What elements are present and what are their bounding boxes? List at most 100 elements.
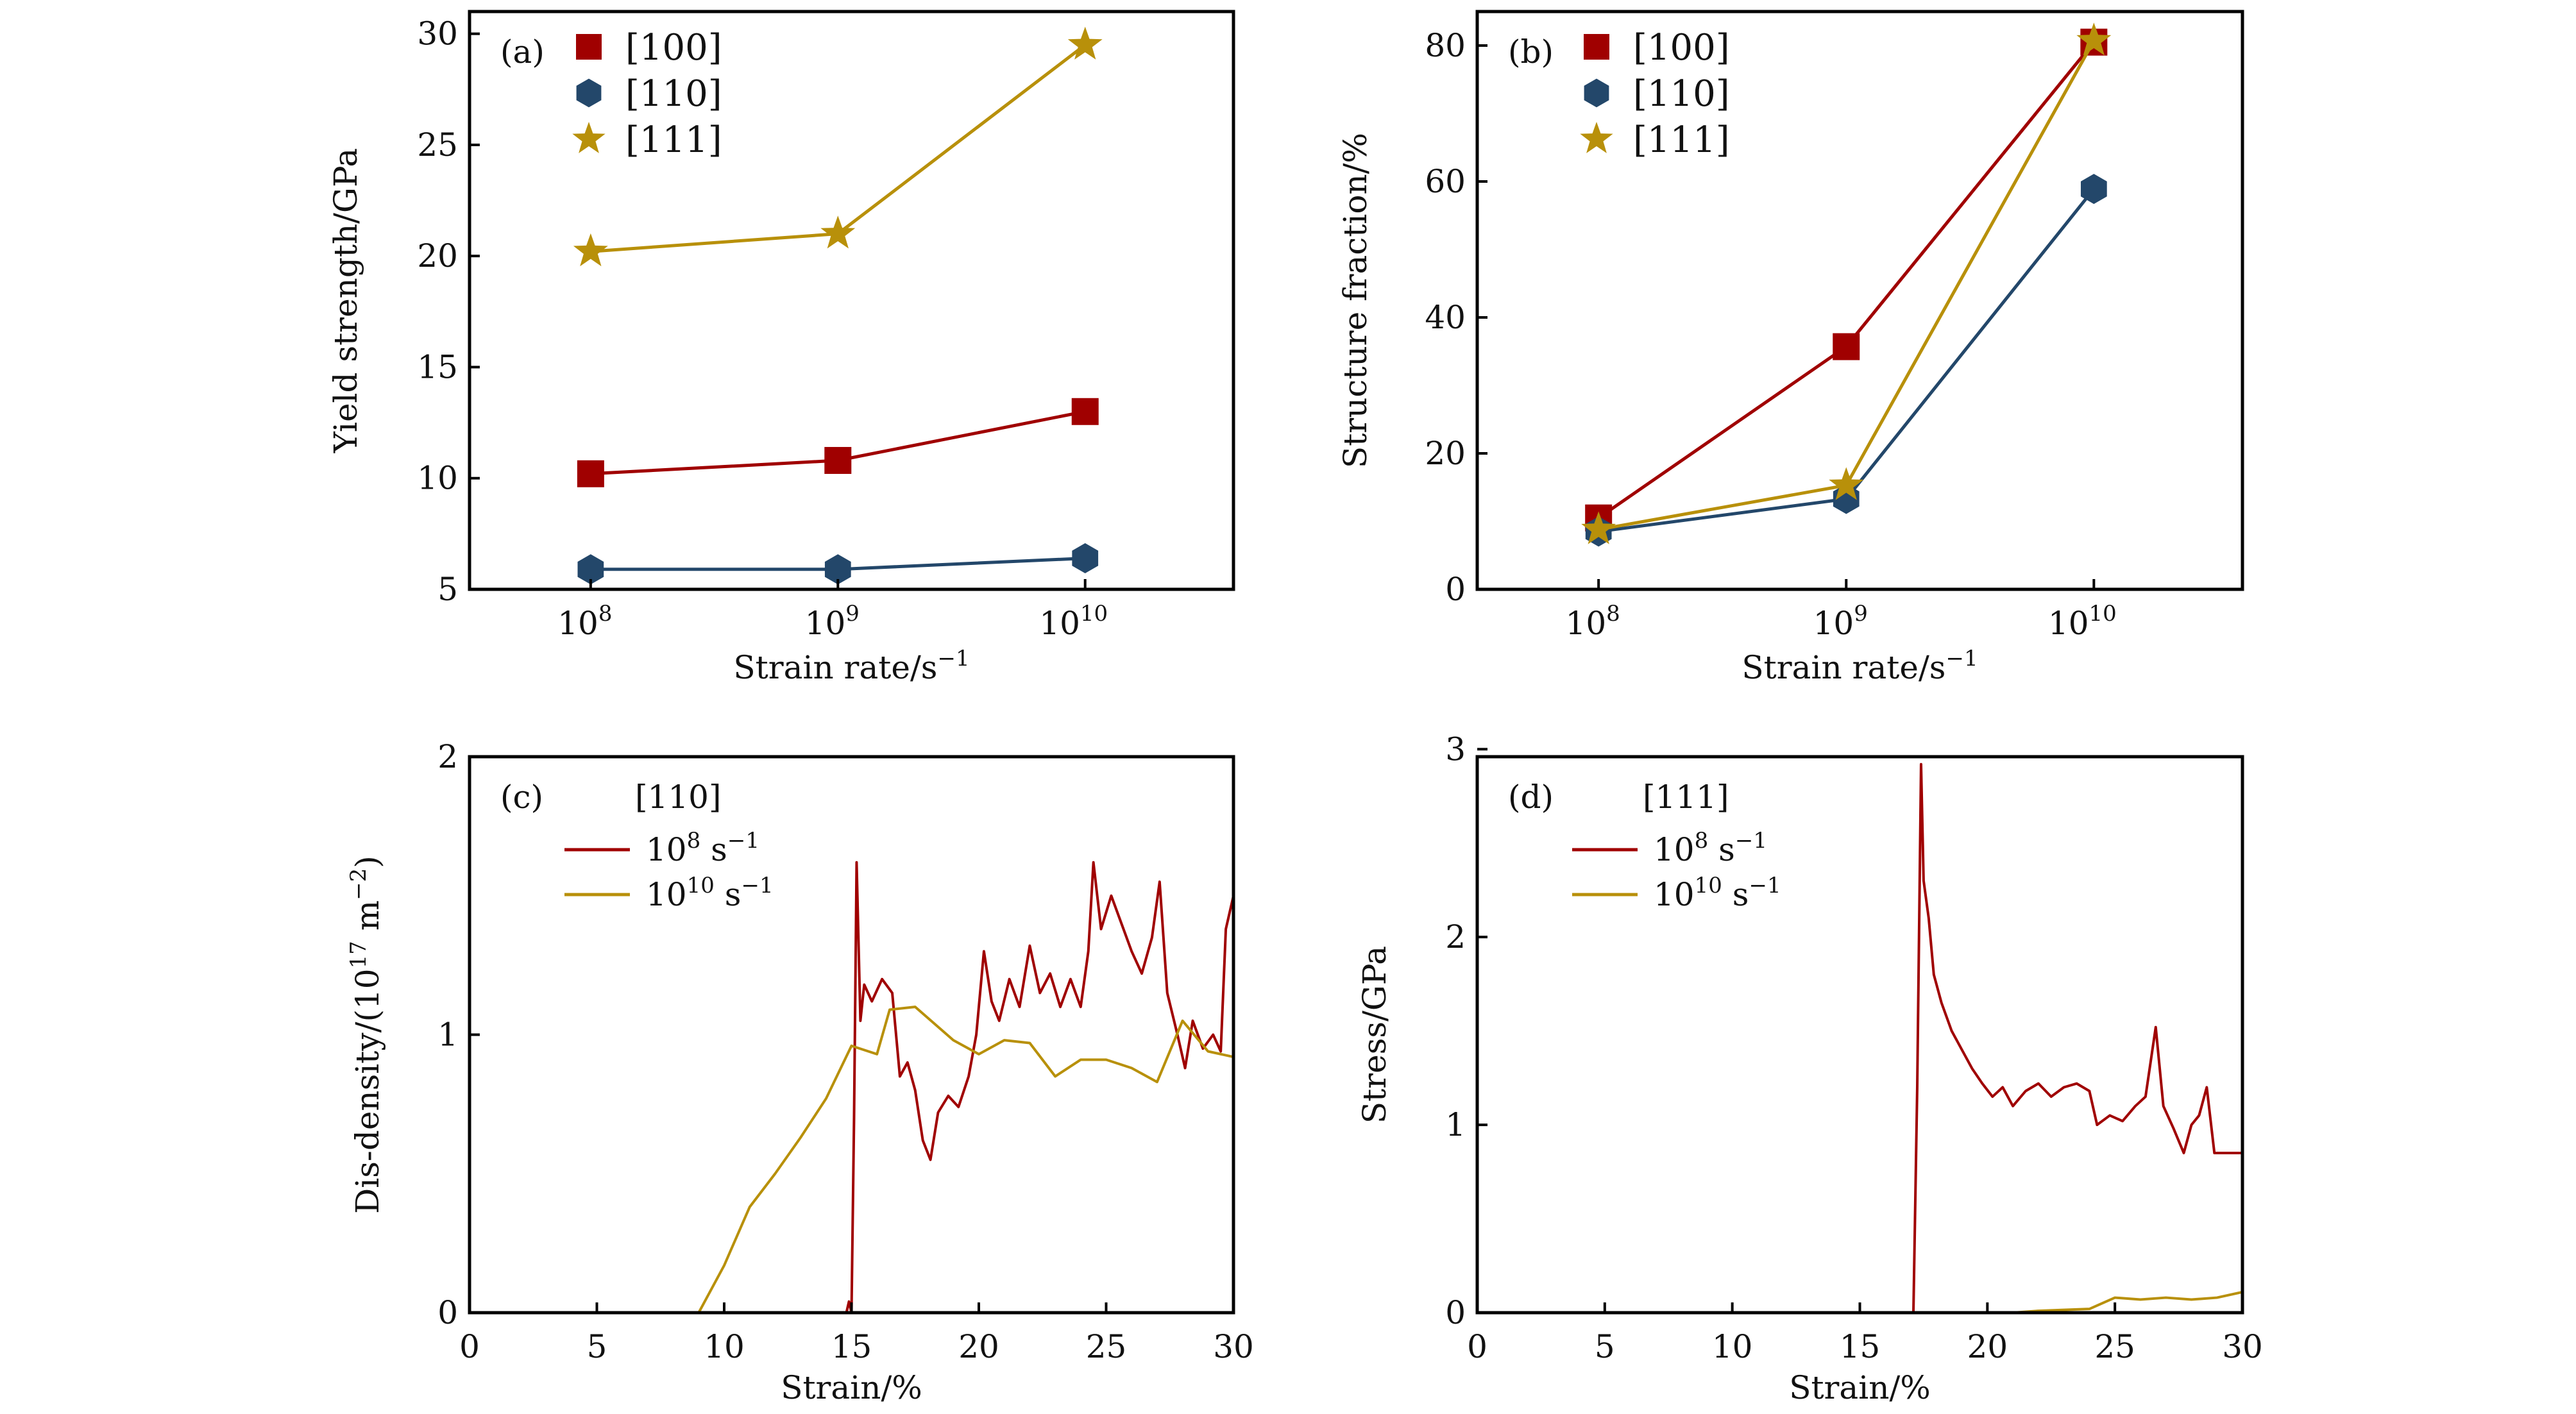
tick-base: 10 <box>805 605 846 642</box>
data-point-star <box>820 215 856 249</box>
y-tick-label: 5 <box>437 571 458 608</box>
y-tick-label: 20 <box>1425 435 1466 472</box>
y-tick-label: 0 <box>1445 1294 1466 1331</box>
tick-base: 30 <box>2222 1328 2263 1365</box>
x-axis-label: Strain rate/s−1 <box>733 646 969 686</box>
tick-base: 10 <box>1039 605 1080 642</box>
axes-frame <box>1475 755 2244 1315</box>
x-tick-label: 20 <box>1967 1328 2008 1365</box>
legend-label: [110] <box>625 73 722 115</box>
text-part: Strain/% <box>1789 1369 1931 1406</box>
tick-base: 10 <box>2048 605 2089 642</box>
text-part: Strain/% <box>781 1369 922 1406</box>
text-part: 10 <box>646 831 687 868</box>
y-tick-label: 2 <box>437 738 458 775</box>
y-tick-label: 30 <box>417 15 458 53</box>
text-part: s <box>1722 876 1749 913</box>
tick-base: 10 <box>1712 1328 1753 1365</box>
text-part: Strain rate/s <box>1741 649 1945 686</box>
text-part: ) <box>349 855 386 868</box>
x-tick-label: 5 <box>587 1328 607 1365</box>
panel-label: (a) <box>500 33 545 71</box>
y-axis-label: Stress/GPa <box>1356 946 1393 1124</box>
legend: [100][110][111] <box>572 27 722 161</box>
tick-base: 10 <box>704 1328 745 1365</box>
data-point-star <box>2076 22 2112 56</box>
data-point-hexagon <box>577 554 604 585</box>
x-tick-label: 0 <box>1467 1328 1487 1365</box>
y-tick-label: 2 <box>1445 918 1466 955</box>
superscript: −2 <box>346 868 371 900</box>
text-part: m <box>349 900 386 941</box>
x-tick-label: 20 <box>958 1328 999 1365</box>
superscript: −1 <box>1749 873 1781 898</box>
legend-label: 108 s−1 <box>646 828 759 868</box>
legend-title: [110] <box>635 779 721 816</box>
y-tick-label: 60 <box>1425 163 1466 200</box>
series-line-1 <box>470 1006 1233 1313</box>
superscript: −1 <box>1735 828 1767 854</box>
x-tick-label: 10 <box>704 1328 745 1365</box>
tick-base: 5 <box>587 1328 607 1365</box>
tick-base: 20 <box>1967 1328 2008 1365</box>
x-axis-label: Strain rate/s−1 <box>1741 646 1978 686</box>
x-tick-label: 10 <box>1712 1328 1753 1365</box>
y-tick-label: 25 <box>417 126 458 164</box>
x-tick-label: 109 <box>805 601 860 642</box>
y-tick-label: 0 <box>1445 571 1466 608</box>
tick-base: 0 <box>1467 1328 1487 1365</box>
data-point-square <box>577 460 604 487</box>
axes-frame <box>468 10 1235 591</box>
series-line-0 <box>470 861 1233 1313</box>
legend: [100][110][111] <box>1580 27 1730 161</box>
tick-base: 20 <box>958 1328 999 1365</box>
x-tick-label: 0 <box>459 1328 480 1365</box>
text-part: Yield strength/GPa <box>327 148 364 453</box>
data-point-square <box>824 447 852 475</box>
text-part: Structure fraction/% <box>1337 133 1374 468</box>
x-tick-label: 25 <box>2094 1328 2135 1365</box>
superscript: −1 <box>937 646 969 671</box>
tick-base: 30 <box>1213 1328 1254 1365</box>
x-axis-label: Strain/% <box>781 1369 922 1406</box>
text-part: 10 <box>646 876 687 913</box>
y-axis-label: Dis-density/(1017 m−2) <box>346 855 386 1214</box>
x-tick-label: 109 <box>1813 601 1868 642</box>
text-part: Dis-density/(10 <box>349 968 386 1213</box>
data-point-square <box>1071 398 1099 425</box>
data-point-star <box>1829 467 1864 500</box>
tick-exponent: 8 <box>1606 601 1620 627</box>
text-part: s <box>700 831 727 868</box>
superscript: −1 <box>727 828 759 854</box>
superscript: −1 <box>1945 646 1978 671</box>
text-part: 10 <box>1654 831 1695 868</box>
y-axis-label: Structure fraction/% <box>1337 133 1374 468</box>
legend-label: 1010 s−1 <box>646 873 774 913</box>
text-part: 10 <box>1654 876 1695 913</box>
tick-exponent: 8 <box>598 601 613 627</box>
data-point-hexagon <box>2080 174 2107 205</box>
tick-base: 25 <box>1086 1328 1127 1365</box>
data-point-hexagon <box>1072 543 1099 574</box>
superscript: −1 <box>741 873 773 898</box>
y-tick-label: 1 <box>1445 1106 1466 1143</box>
y-axis-label: Yield strength/GPa <box>327 148 364 453</box>
text-part: Stress/GPa <box>1356 946 1393 1124</box>
panel-c: 0 5 10 15 20 25 30 0 1 2 Strain/% Dis-density/(1017… <box>346 738 1254 1406</box>
legend-marker-hexagon <box>576 78 602 108</box>
tick-base: 25 <box>2094 1328 2135 1365</box>
legend-marker-star <box>1580 122 1613 153</box>
data-point-hexagon <box>824 554 851 585</box>
superscript: 17 <box>346 941 371 968</box>
y-tick-label: 3 <box>1445 730 1466 768</box>
x-tick-label: 25 <box>1086 1328 1127 1365</box>
panel-label: (b) <box>1508 33 1554 71</box>
legend-label: 1010 s−1 <box>1654 873 1781 913</box>
x-tick-label: 108 <box>557 601 612 642</box>
x-tick-label: 30 <box>1213 1328 1254 1365</box>
y-tick-label: 15 <box>417 348 458 385</box>
tick-exponent: 10 <box>1080 601 1108 627</box>
